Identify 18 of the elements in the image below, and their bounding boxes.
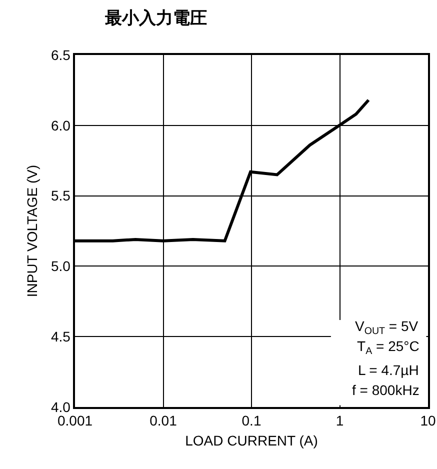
y-tick-label: 4.5	[50, 328, 71, 344]
x-axis-title: LOAD CURRENT (A)	[185, 432, 318, 448]
y-tick-label: 6.5	[50, 46, 71, 63]
x-tick-label: 1	[336, 412, 344, 429]
annotation: T$_{A}$ = 25°C	[357, 338, 420, 357]
annotation: V$_{OUT}$ = 5V	[355, 318, 419, 337]
annotation: L = 4.7µH	[358, 362, 419, 378]
y-axis-title: INPUT VOLTAGE (V)	[24, 164, 40, 298]
chart-title: 最小入力電圧	[104, 8, 207, 28]
y-tick-label: 5.0	[50, 258, 71, 274]
x-tick-label: 0.1	[242, 412, 262, 429]
y-tick-label: 5.5	[50, 188, 71, 204]
y-tick-label: 6.0	[50, 117, 71, 134]
y-tick-label: 4.0	[50, 398, 71, 415]
x-tick-label: 0.001	[57, 412, 93, 429]
annotation: f = 800kHz	[352, 382, 420, 398]
x-tick-label: 0.01	[150, 412, 178, 429]
x-tick-label: 10	[420, 412, 436, 429]
